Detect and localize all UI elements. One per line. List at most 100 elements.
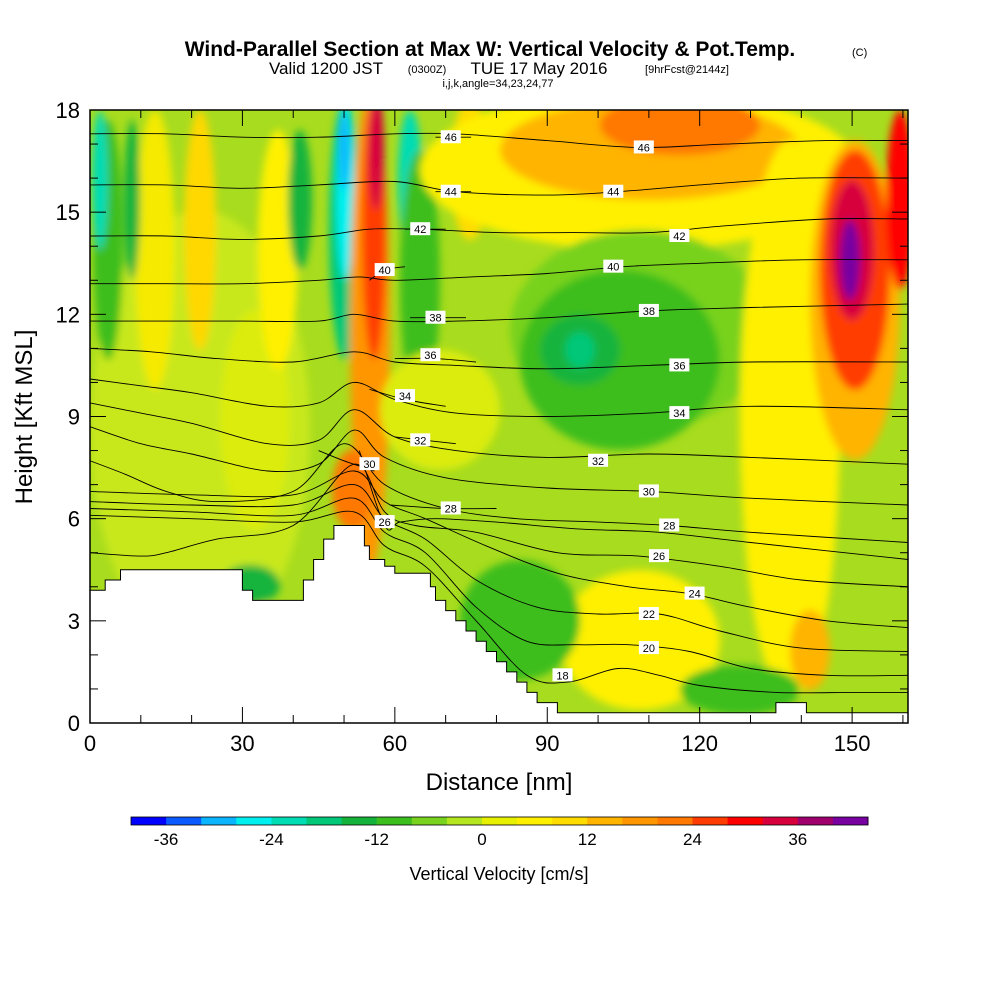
isentrope-label-text: 40 (379, 265, 391, 277)
x-tick-label: 90 (535, 731, 559, 756)
contour-labels: 18 20 22 24 26 26 28 28 30 30 32 32 34 34 36 36 38 38 40 40… (359, 130, 705, 682)
isentrope-46 (90, 132, 908, 149)
isentrope-label-text: 30 (363, 459, 375, 471)
isentrope-label-18: 18 (552, 668, 573, 682)
chart-title-text: Wind-Parallel Section at Max W: Vertical… (185, 38, 796, 61)
isentrope-label-46: 46 (633, 140, 654, 154)
chart-title: Wind-Parallel Section at Max W: Vertical… (185, 38, 868, 61)
colorbar-title: Vertical Velocity [cm/s] (409, 864, 588, 884)
isentrope-38 (90, 303, 908, 323)
isentrope-label-28: 28 (659, 518, 680, 532)
colorbar-swatch (517, 817, 553, 825)
isentrope-42 (90, 218, 908, 240)
isentrope-label-32: 32 (588, 453, 609, 468)
isentrope-label-text: 28 (445, 503, 457, 515)
colorbar-tick-label: 24 (683, 830, 702, 849)
y-tick-label: 18 (56, 98, 80, 123)
subtitle-fcst: [9hrFcst@2144z] (645, 64, 729, 76)
isentrope-label-box (359, 457, 380, 471)
colorbar: -36 -24 -12 0 12 24 36 (130, 816, 869, 849)
isentrope-label-text: 38 (643, 306, 655, 318)
isentrope-label-38: 38 (638, 303, 659, 318)
subtitle-indices: i,j,k,angle=34,23,24,77 (442, 78, 553, 90)
x-tick-label: 30 (230, 731, 254, 756)
colorbar-swatch (411, 817, 448, 825)
lower-updraft-east (560, 570, 720, 710)
updraft-column-max (368, 110, 384, 210)
isentrope-label-box (684, 586, 705, 600)
downdraft-band-mid (288, 130, 312, 270)
isentrope-label-22: 22 (638, 607, 659, 621)
colorbar-swatch (166, 817, 202, 825)
isentrope-20 (90, 497, 908, 677)
downdraft-region-max (565, 332, 595, 368)
isentrope-label-box (420, 348, 441, 362)
downdraft-core-edge (92, 110, 108, 250)
isentrope-label-44: 44 (440, 184, 461, 199)
isentrope-label-box (440, 130, 461, 144)
colorbar-swatch (692, 817, 729, 825)
isentrope-label-text: 32 (414, 435, 426, 447)
isentrope-24 (90, 470, 908, 629)
isentrope-label-text: 36 (673, 360, 685, 372)
isentrope-label-text: 44 (607, 187, 619, 199)
isentrope-label-36: 36 (669, 358, 690, 372)
isentrope-label-box (603, 184, 624, 198)
colorbar-swatch (271, 817, 307, 825)
isentrope-label-box (669, 229, 690, 243)
updraft-band-west2 (184, 110, 216, 350)
isentrope-label-box (588, 453, 609, 467)
isentrope-label-38: 38 (425, 310, 446, 325)
isentrope-label-box (638, 303, 659, 317)
colorbar-swatch (797, 817, 834, 825)
isentrope-label-box (638, 484, 659, 498)
updraft-band-west (135, 110, 175, 390)
isentrope-label-text: 26 (653, 551, 665, 563)
isentrope-26 (90, 463, 908, 588)
isentrope-label-24: 24 (684, 586, 705, 601)
colorbar-tick-label: 12 (578, 830, 597, 849)
isentrope-label-box (633, 140, 654, 154)
isentrope-18 (90, 510, 908, 694)
isentrope-label-20: 20 (638, 641, 659, 655)
downdraft-region (520, 270, 720, 450)
surface-updraft (790, 610, 830, 690)
isentrope-label-text: 18 (556, 670, 568, 682)
colorbar-swatch (306, 817, 343, 825)
weak-updraft-east (380, 350, 500, 470)
isentrope-label-box (638, 641, 659, 655)
x-tick-label: 0 (84, 731, 96, 756)
isentrope-label-box (440, 184, 461, 198)
x-tick-label: 60 (383, 731, 407, 756)
downdraft-east (400, 150, 440, 410)
isentrope-label-box (603, 259, 624, 273)
colorbar-swatch (341, 817, 378, 825)
isentrope-label-box (649, 549, 670, 563)
x-tick-label: 150 (834, 731, 871, 756)
colorbar-swatch (622, 817, 658, 825)
isentrope-label-28: 28 (440, 501, 461, 515)
east-edge-updraft (886, 110, 908, 290)
isentrope-label-34: 34 (395, 389, 416, 403)
chart-title-mark: (C) (852, 47, 867, 59)
isentrope-label-box (410, 433, 431, 447)
colorbar-tick-label: 36 (788, 830, 807, 849)
isentrope-label-box (425, 310, 446, 324)
colorbar-frame (130, 816, 869, 826)
downdraft-band-west (124, 120, 140, 280)
colorbar-swatch (657, 817, 693, 825)
isentrope-label-box (374, 263, 395, 277)
isentrope-label-text: 42 (414, 224, 426, 236)
isentrope-label-box (374, 515, 395, 529)
isentrope-label-box (410, 222, 431, 236)
y-tick-label: 9 (68, 405, 80, 430)
velocity-field (90, 110, 908, 715)
isentrope-label-text: 42 (673, 231, 685, 243)
isentrope-label-42: 42 (410, 222, 431, 236)
isentrope-label-30: 30 (359, 457, 380, 471)
y-tick-label: 12 (56, 302, 80, 327)
y-tick-label: 15 (56, 200, 80, 225)
colorbar-swatch (832, 817, 869, 825)
